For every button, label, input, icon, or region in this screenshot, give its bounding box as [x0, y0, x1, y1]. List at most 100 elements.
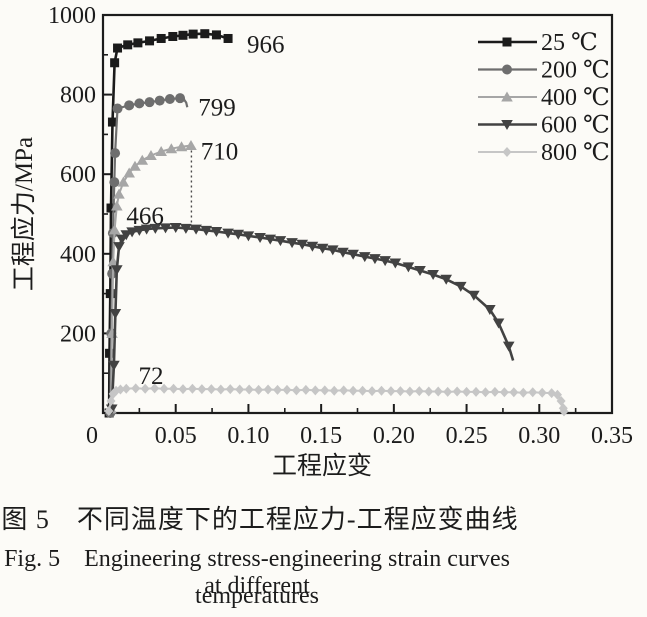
circle-marker: [144, 97, 155, 108]
caption-english-line2: temperatures: [195, 583, 319, 609]
diamond-marker: [537, 387, 547, 398]
triangle-down-marker: [200, 225, 213, 236]
diamond-marker: [150, 383, 160, 394]
caption-chinese: 图 5 不同温度下的工程应力-工程应变曲线: [1, 505, 519, 534]
circle-marker: [134, 98, 145, 109]
diamond-marker: [121, 383, 131, 394]
triangle-down-marker: [369, 254, 381, 265]
triangle-down-marker: [169, 223, 182, 234]
triangle-down-marker: [264, 234, 277, 245]
diamond-marker: [386, 386, 396, 397]
peak-label-800c: 72: [138, 363, 163, 390]
triangle-up-marker: [501, 91, 513, 102]
triangle-down-marker: [296, 239, 309, 250]
diamond-marker: [178, 384, 188, 395]
legend-label-25c: 25 ℃: [541, 30, 598, 56]
triangle-up-marker: [129, 160, 141, 171]
triangle-down-marker: [440, 274, 453, 285]
series-800c: 72: [104, 363, 569, 417]
diamond-marker: [244, 384, 254, 395]
triangle-down-marker: [414, 266, 426, 277]
triangle-down-marker: [347, 249, 359, 260]
triangle-down-marker: [358, 252, 371, 263]
circle-marker: [502, 64, 512, 75]
triangle-down-marker: [326, 245, 339, 256]
triangle-down-marker: [126, 227, 138, 238]
triangle-down-marker: [274, 236, 287, 247]
plot-frame: [101, 13, 614, 415]
diamond-marker: [443, 386, 453, 397]
diamond-marker: [273, 384, 283, 395]
triangle-down-marker: [242, 231, 255, 242]
diamond-marker: [291, 385, 301, 396]
diamond-marker: [480, 387, 490, 398]
y-axis: 200 400 600 800 1000: [48, 3, 112, 414]
triangle-down-marker: [306, 241, 319, 252]
diamond-marker: [499, 387, 509, 398]
diamond-marker: [502, 147, 512, 157]
diamond-marker: [235, 384, 245, 395]
y-tick-label: 600: [60, 162, 96, 188]
y-tick-label: 800: [60, 83, 96, 109]
triangle-up-marker: [165, 143, 178, 154]
circle-marker: [164, 93, 175, 104]
diamond-marker: [395, 386, 405, 397]
diamond-marker: [367, 386, 377, 397]
series-line-600c: [110, 226, 515, 410]
triangle-down-marker: [501, 120, 513, 130]
triangle-down-marker: [210, 227, 223, 238]
diamond-marker: [104, 406, 114, 417]
x-tick-label: 0.15: [300, 423, 342, 449]
peak-label-600c: 466: [126, 203, 164, 230]
legend-entry-800c: 800 ℃: [478, 140, 610, 166]
series-200c: 799: [105, 93, 236, 418]
legend-entry-25c: 25 ℃: [478, 30, 598, 56]
triangle-up-marker: [155, 146, 167, 157]
caption-english-line1: Fig. 5 Engineering stress-engineering st…: [4, 546, 510, 599]
diamond-marker: [282, 384, 292, 395]
x-tick-label: 0: [86, 423, 98, 449]
triangle-down-marker: [180, 223, 192, 234]
triangle-down-marker: [190, 224, 202, 235]
legend-label-800c: 800 ℃: [541, 140, 610, 166]
circle-marker: [124, 100, 135, 111]
square-marker: [223, 33, 233, 43]
square-marker: [106, 203, 116, 213]
triangle-down-marker: [492, 318, 505, 329]
series-400c: 710: [105, 138, 238, 414]
square-marker: [113, 43, 123, 53]
circle-marker: [175, 93, 186, 104]
x-tick-label: 0.20: [373, 423, 415, 449]
diamond-marker: [263, 384, 273, 395]
square-marker: [107, 117, 117, 127]
series-25c: 966: [104, 29, 284, 418]
y-axis-title: 工程应力/MPa: [10, 137, 38, 291]
triangle-up-marker: [117, 176, 130, 187]
triangle-down-marker: [254, 232, 266, 243]
x-tick-label: 0.05: [155, 423, 197, 449]
triangle-up-marker: [145, 149, 157, 160]
diamond-marker: [187, 383, 197, 394]
triangle-down-marker: [502, 341, 515, 352]
diamond-marker: [348, 385, 358, 396]
triangle-down-marker: [379, 256, 391, 267]
diamond-marker: [376, 385, 386, 396]
legend-entry-400c: 400 ℃: [478, 85, 610, 111]
y-tick-label: 400: [60, 242, 96, 268]
triangle-down-marker: [402, 262, 415, 273]
triangle-up-marker: [113, 188, 125, 199]
legend-entry-600c: 600 ℃: [478, 113, 610, 139]
diamond-marker: [552, 389, 562, 400]
legend-entry-200c: 200 ℃: [478, 58, 610, 84]
x-tick-label: 0.35: [591, 423, 633, 449]
x-axis: 0 0.05 0.10 0.15 0.20 0.25 0.30 0.35: [86, 404, 633, 449]
legend-label-600c: 600 ℃: [541, 113, 610, 139]
triangle-down-marker: [120, 230, 133, 241]
triangle-up-marker: [108, 224, 121, 235]
diamond-marker: [115, 384, 125, 395]
triangle-down-marker: [454, 281, 467, 292]
diamond-marker: [462, 386, 472, 397]
diamond-marker: [424, 386, 434, 397]
triangle-down-marker: [427, 269, 439, 280]
diamond-marker: [471, 386, 481, 397]
